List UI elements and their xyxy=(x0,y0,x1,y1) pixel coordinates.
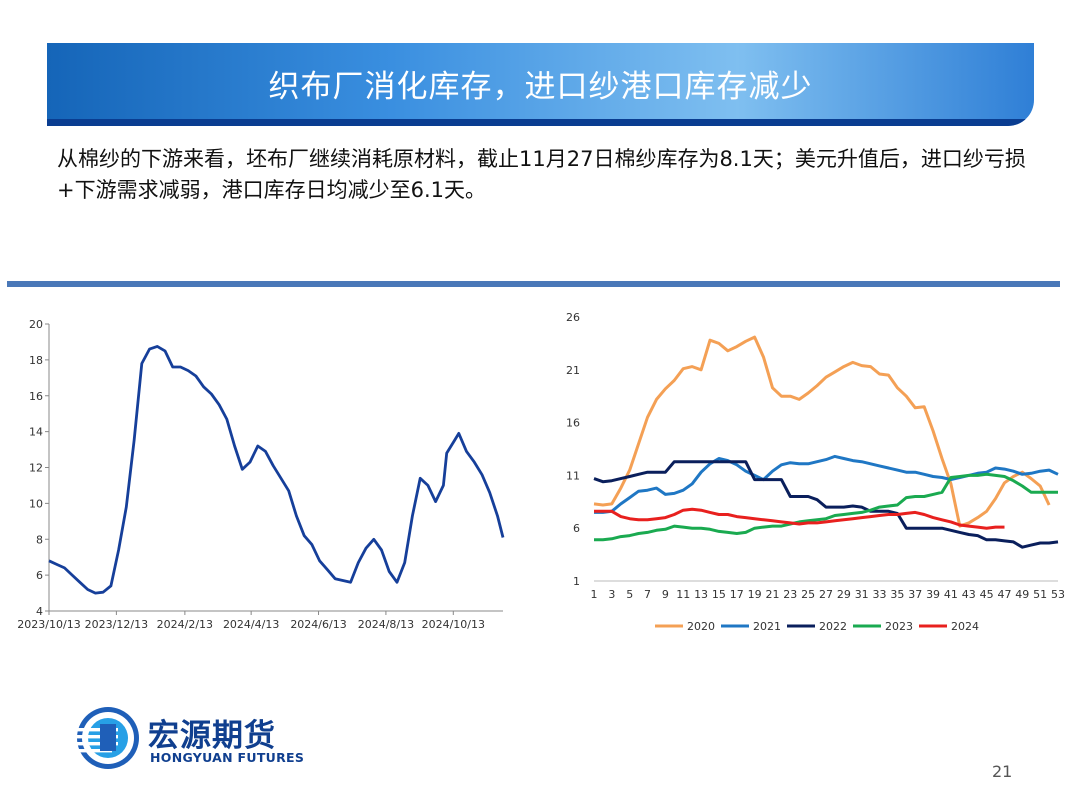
slide-title: 织布厂消化库存，进口纱港口库存减少 xyxy=(268,69,813,105)
x-tick-label: 2024/6/13 xyxy=(290,618,346,631)
x-tick-label: 15 xyxy=(712,588,726,601)
x-tick-label: 53 xyxy=(1051,588,1065,601)
x-tick-label: 17 xyxy=(730,588,744,601)
series-line-2023 xyxy=(594,472,1058,542)
series-line-2024 xyxy=(594,507,1005,530)
x-tick-label: 29 xyxy=(837,588,851,601)
legend-label-2023: 2023 xyxy=(885,620,913,633)
x-tick-label: 2024/10/13 xyxy=(422,618,485,631)
section-divider xyxy=(7,281,1060,287)
title-underline xyxy=(47,119,1034,126)
logo-name-cn: 宏源期货 xyxy=(148,718,276,754)
x-tick-label: 21 xyxy=(765,588,779,601)
x-tick-label: 2024/2/13 xyxy=(157,618,213,631)
series-line-2021 xyxy=(594,454,1059,514)
page-number: 21 xyxy=(992,762,1013,781)
x-tick-label: 2023/10/13 xyxy=(17,618,80,631)
y-tick-label: 8 xyxy=(36,533,43,546)
legend-label-2021: 2021 xyxy=(753,620,781,633)
hongyuan-logo-icon xyxy=(74,707,139,769)
y-tick-label: 11 xyxy=(566,469,580,482)
series-line-2022 xyxy=(593,460,1059,549)
x-tick-label: 1 xyxy=(591,588,598,601)
y-tick-label: 10 xyxy=(29,497,43,510)
y-tick-label: 20 xyxy=(29,318,43,331)
y-tick-label: 26 xyxy=(566,311,580,324)
x-tick-label: 13 xyxy=(694,588,708,601)
x-tick-label: 51 xyxy=(1033,588,1047,601)
x-tick-label: 2023/12/13 xyxy=(85,618,148,631)
y-tick-label: 14 xyxy=(29,426,43,439)
x-tick-label: 11 xyxy=(676,588,690,601)
x-tick-label: 37 xyxy=(908,588,922,601)
y-tick-label: 18 xyxy=(29,354,43,367)
y-tick-label: 16 xyxy=(29,390,43,403)
x-tick-label: 41 xyxy=(944,588,958,601)
x-tick-label: 5 xyxy=(626,588,633,601)
x-tick-label: 43 xyxy=(962,588,976,601)
y-tick-label: 6 xyxy=(573,522,580,535)
x-tick-label: 9 xyxy=(662,588,669,601)
x-tick-label: 3 xyxy=(608,588,615,601)
x-tick-label: 2024/4/13 xyxy=(223,618,279,631)
x-tick-label: 19 xyxy=(748,588,762,601)
y-tick-label: 21 xyxy=(566,364,580,377)
title-bar: 织布厂消化库存，进口纱港口库存减少 xyxy=(47,43,1034,126)
x-tick-label: 2024/8/13 xyxy=(358,618,414,631)
x-tick-label: 49 xyxy=(1015,588,1029,601)
x-tick-label: 47 xyxy=(997,588,1011,601)
series-line-cotton-yarn-inventory xyxy=(48,345,505,595)
x-tick-label: 35 xyxy=(890,588,904,601)
x-tick-label: 23 xyxy=(783,588,797,601)
y-tick-label: 6 xyxy=(36,569,43,582)
legend-label-2024: 2024 xyxy=(951,620,979,633)
x-tick-label: 33 xyxy=(873,588,887,601)
y-tick-label: 16 xyxy=(566,417,580,430)
logo-name-en: HONGYUAN FUTURES xyxy=(150,750,305,765)
intro-paragraph: 从棉纱的下游来看，坯布厂继续消耗原材料，截止11月27日棉纱库存为8.1天；美元… xyxy=(57,147,1026,202)
x-tick-label: 31 xyxy=(855,588,869,601)
x-tick-label: 7 xyxy=(644,588,651,601)
x-tick-label: 27 xyxy=(819,588,833,601)
chart-cotton-yarn-inventory: 4 6 8 10 12 14 16 18 20 2023/10/13 2023/12/13 2024/… xyxy=(17,318,505,631)
legend-label-2022: 2022 xyxy=(819,620,847,633)
legend-label-2020: 2020 xyxy=(687,620,715,633)
y-tick-label: 1 xyxy=(573,575,580,588)
x-tick-label: 25 xyxy=(801,588,815,601)
y-tick-label: 4 xyxy=(36,605,43,618)
x-tick-label: 45 xyxy=(980,588,994,601)
y-tick-label: 12 xyxy=(29,462,43,475)
x-tick-label: 39 xyxy=(926,588,940,601)
series-line-2020 xyxy=(593,335,1051,528)
